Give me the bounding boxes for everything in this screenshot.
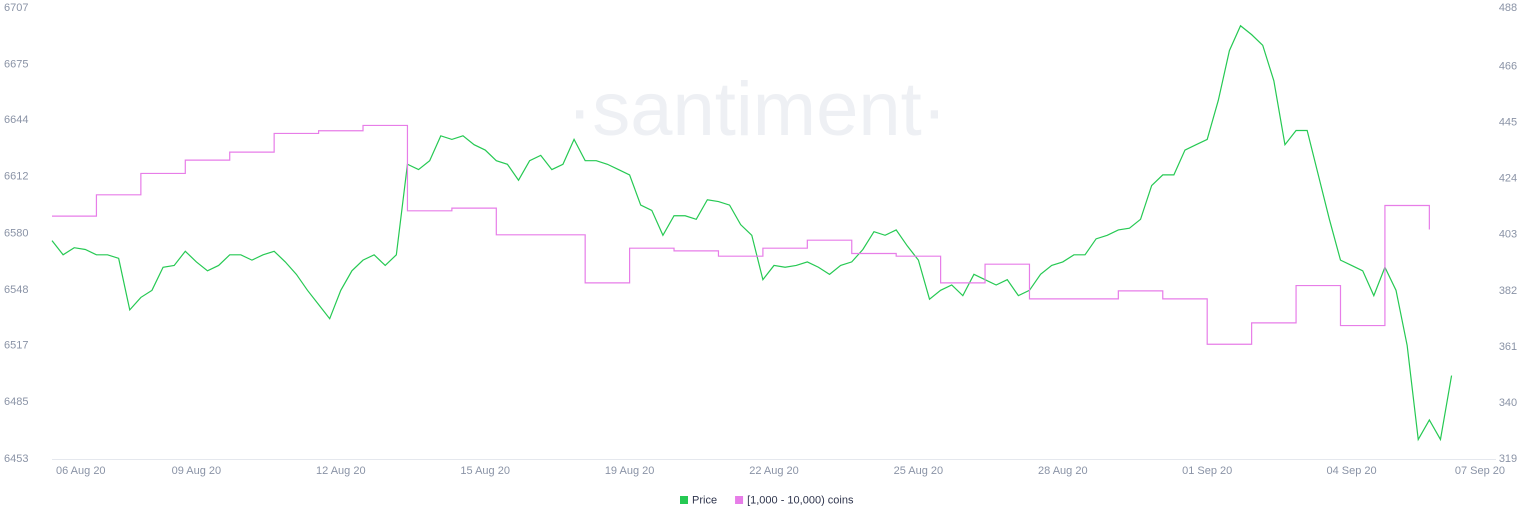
y-tick-label: 6675: [4, 59, 28, 71]
y2-tick-label: 488: [1499, 2, 1517, 14]
series-line: [51, 24, 1453, 442]
y-tick-label: 6485: [4, 396, 28, 408]
y2-tick-label: 382: [1499, 285, 1517, 297]
x-tick-label: 09 Aug 20: [172, 465, 222, 477]
y-tick-label: 6548: [4, 284, 28, 296]
y2-tick-label: 340: [1499, 397, 1517, 409]
x-tick-label: 28 Aug 20: [1038, 465, 1088, 477]
x-tick-label: 15 Aug 20: [460, 465, 510, 477]
series-line: [52, 124, 1430, 345]
y2-tick-label: 466: [1499, 61, 1517, 73]
x-tick-label: 04 Sep 20: [1327, 465, 1377, 477]
y-tick-label: 6580: [4, 227, 28, 239]
y-tick-label: 6612: [4, 171, 28, 183]
y2-tick-label: 424: [1499, 173, 1517, 185]
y-tick-label: 6453: [4, 453, 28, 465]
x-tick-label: 12 Aug 20: [316, 465, 366, 477]
legend-swatch: [735, 496, 744, 504]
y2-tick-label: 403: [1499, 229, 1517, 241]
legend: Price [1,000 - 10,000) coins: [680, 494, 854, 506]
x-tick-label: 19 Aug 20: [605, 465, 655, 477]
x-tick-label: 06 Aug 20: [56, 465, 106, 477]
y-tick-label: 6644: [4, 114, 28, 126]
y-tick-label: 6707: [4, 2, 28, 14]
y2-tick-label: 445: [1499, 117, 1517, 129]
y2-tick-label: 319: [1499, 453, 1517, 465]
watermark: ·santiment·: [567, 67, 947, 152]
legend-swatch: [680, 496, 688, 504]
y2-tick-label: 361: [1499, 341, 1517, 353]
x-tick-label: 01 Sep 20: [1182, 465, 1232, 477]
x-tick-label: 25 Aug 20: [894, 465, 944, 477]
y-tick-label: 6517: [4, 339, 28, 351]
x-tick-label: 07 Sep 20: [1455, 465, 1505, 477]
legend-label: Price: [692, 494, 717, 506]
legend-label: [1,000 - 10,000) coins: [747, 494, 854, 506]
x-tick-label: 22 Aug 20: [749, 465, 799, 477]
